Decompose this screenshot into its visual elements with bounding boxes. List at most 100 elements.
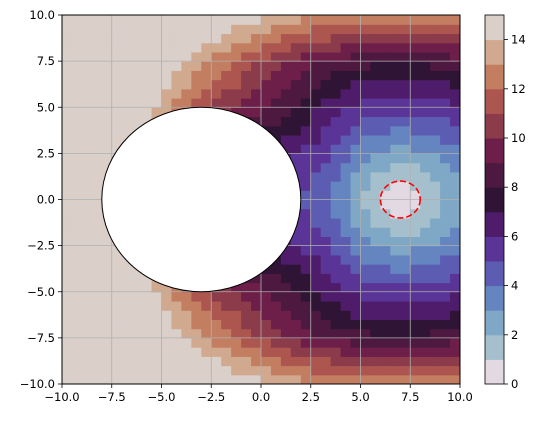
contour-cell xyxy=(390,24,401,35)
contour-cell xyxy=(280,24,292,35)
contour-cell xyxy=(261,328,272,339)
contour-cell xyxy=(390,245,401,256)
contour-cell xyxy=(320,356,332,367)
contour-cell xyxy=(450,116,460,127)
contour-cell xyxy=(131,337,143,348)
contour-cell xyxy=(410,310,421,321)
contour-cell xyxy=(121,337,133,348)
contour-cell xyxy=(310,144,322,154)
contour-cell xyxy=(270,24,282,35)
contour-cell xyxy=(310,328,322,339)
contour-cell xyxy=(320,208,332,219)
contour-cell xyxy=(241,365,252,376)
contour-cell xyxy=(111,24,123,35)
contour-cell xyxy=(161,61,173,71)
contour-cell xyxy=(71,107,83,118)
contour-cell xyxy=(211,98,222,108)
colorbar-band xyxy=(485,359,504,385)
y-tick-label: −5.0 xyxy=(27,285,55,299)
contour-cell xyxy=(251,300,262,311)
contour-cell xyxy=(251,15,262,25)
contour-cell xyxy=(111,33,123,44)
contour-cell xyxy=(81,282,93,293)
contour-cell xyxy=(400,208,411,219)
contour-cell xyxy=(121,300,133,311)
contour-cell xyxy=(221,310,232,321)
contour-cell xyxy=(81,61,93,71)
contour-cell xyxy=(420,337,431,348)
contour-cell xyxy=(111,42,123,53)
contour-cell xyxy=(101,125,113,136)
contour-cell xyxy=(111,116,123,127)
contour-cell xyxy=(121,88,133,99)
contour-cell xyxy=(330,337,342,348)
contour-cell xyxy=(151,61,163,71)
contour-cell xyxy=(141,347,153,357)
contour-cell xyxy=(101,254,113,265)
contour-cell xyxy=(62,61,73,71)
contour-cell xyxy=(450,24,460,35)
contour-cell xyxy=(380,347,391,357)
contour-cell xyxy=(131,319,143,330)
contour-cell xyxy=(380,171,391,182)
contour-cell xyxy=(81,116,93,127)
contour-cell xyxy=(300,153,312,164)
contour-cell xyxy=(400,374,411,384)
contour-cell xyxy=(360,319,372,330)
contour-cell xyxy=(131,347,143,357)
contour-cell xyxy=(71,264,83,274)
contour-cell xyxy=(71,236,83,247)
contour-cell xyxy=(440,153,451,164)
contour-cell xyxy=(181,291,192,302)
contour-cell xyxy=(101,15,113,25)
contour-cell xyxy=(420,365,431,376)
contour-cell xyxy=(450,171,460,182)
contour-cell xyxy=(181,328,192,339)
contour-cell xyxy=(171,42,182,53)
contour-cell xyxy=(131,79,143,90)
contour-cell xyxy=(81,300,93,311)
contour-cell xyxy=(270,116,282,127)
contour-cell xyxy=(380,254,391,265)
contour-cell xyxy=(420,208,431,219)
contour-cell xyxy=(330,273,342,284)
contour-cell xyxy=(370,24,381,35)
contour-cell xyxy=(141,337,153,348)
contour-cell xyxy=(310,245,322,256)
contour-cell xyxy=(450,79,460,90)
contour-cell xyxy=(101,282,113,293)
contour-cell xyxy=(320,24,332,35)
contour-cell xyxy=(91,116,103,127)
contour-cell xyxy=(131,107,143,118)
contour-cell xyxy=(450,310,460,321)
contour-cell xyxy=(430,153,441,164)
contour-cell xyxy=(380,125,391,136)
contour-cell xyxy=(191,15,202,25)
contour-cell xyxy=(410,319,421,330)
contour-cell xyxy=(141,24,153,35)
contour-cell xyxy=(330,61,342,71)
contour-cell xyxy=(370,190,381,201)
contour-cell xyxy=(290,98,302,108)
colorbar-band xyxy=(485,113,504,139)
contour-cell xyxy=(290,310,302,321)
contour-cell xyxy=(380,134,391,145)
contour-cell xyxy=(440,337,451,348)
contour-cell xyxy=(440,162,451,173)
contour-cell xyxy=(141,356,153,367)
contour-cell xyxy=(300,273,312,284)
contour-cell xyxy=(101,291,113,302)
contour-cell xyxy=(261,79,272,90)
contour-cell xyxy=(350,70,362,81)
contour-cell xyxy=(420,144,431,154)
contour-cell xyxy=(151,51,163,62)
contour-cell xyxy=(300,199,312,210)
contour-cell xyxy=(300,15,312,25)
contour-cell xyxy=(430,300,441,311)
contour-cell xyxy=(330,347,342,357)
contour-cell xyxy=(181,24,192,35)
contour-cell xyxy=(410,153,421,164)
contour-cell xyxy=(440,125,451,136)
contour-cell xyxy=(390,374,401,384)
contour-cell xyxy=(310,153,322,164)
